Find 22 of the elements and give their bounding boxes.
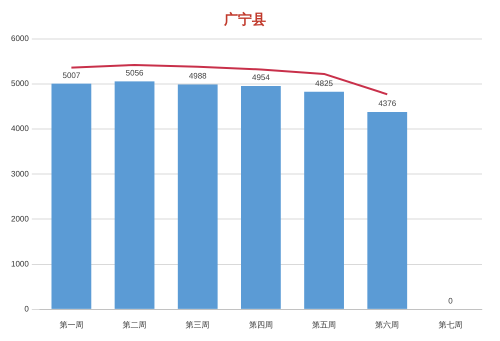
y-tick-label: 1000 [11,260,30,269]
x-tick-label: 第五周 [312,320,336,330]
data-label: 4954 [252,73,270,82]
data-label: 4988 [188,72,208,81]
data-label: 5007 [62,70,81,80]
y-tick-label: 6000 [11,34,30,44]
y-tick-label: 3000 [11,169,30,178]
y-tick-label: 4000 [11,124,30,134]
y-tick-label: 5000 [11,79,30,88]
data-label: 5056 [126,68,144,78]
x-tick-label: 第六周 [375,320,400,330]
x-tick-label: 第二周 [122,320,147,330]
x-tick-label: 第一周 [59,320,84,330]
y-tick-label: 2000 [11,214,30,224]
x-tick-label: 第四周 [248,320,273,330]
x-tick-label: 第三周 [186,320,210,330]
data-label: 4825 [315,78,334,88]
x-tick-label: 第七周 [438,320,462,330]
data-label: 0 [448,296,454,306]
data-label: 4376 [378,99,397,108]
y-tick-label: 0 [24,304,30,314]
chart-title: 广宁县 [223,11,266,28]
